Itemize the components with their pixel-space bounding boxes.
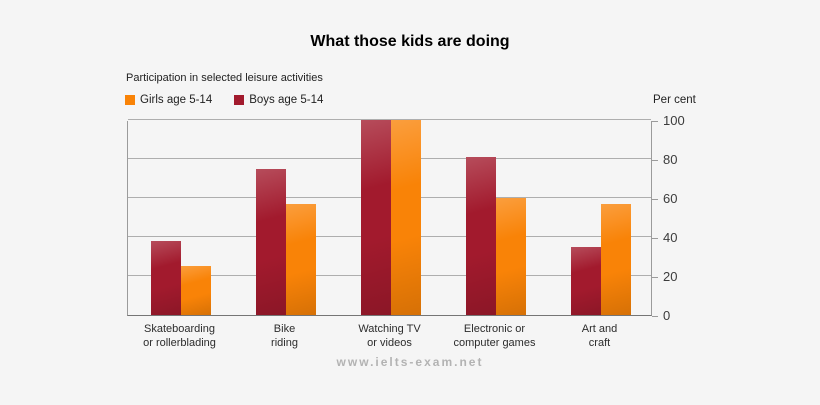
bar-group-1	[128, 241, 233, 315]
watermark: www.ielts-exam.net	[336, 355, 484, 369]
y-tick-100	[652, 121, 658, 122]
legend-item-girls: Girls age 5-14	[125, 94, 212, 106]
bar-group-2	[233, 169, 338, 315]
legend: Girls age 5-14 Boys age 5-14	[125, 94, 323, 106]
gridline-100	[128, 119, 651, 120]
bar-group-3	[338, 120, 443, 315]
y-tick-0	[652, 316, 658, 317]
chart-title: What those kids are doing	[310, 33, 510, 50]
bar-boys-4	[465, 157, 496, 315]
legend-swatch-boys	[234, 95, 245, 105]
bar-girls-2	[285, 204, 316, 315]
y-tick-label-20: 20	[663, 269, 678, 284]
y-tick-label-40: 40	[663, 230, 678, 245]
plot-area	[127, 119, 653, 316]
category-label-4: Electronic or computer games	[453, 323, 536, 349]
y-tick-40	[652, 238, 658, 239]
bar-girls-1	[180, 266, 211, 315]
legend-swatch-girls	[125, 95, 135, 105]
bar-boys-2	[255, 169, 286, 315]
bar-group-5	[548, 204, 653, 315]
bar-girls-4	[495, 198, 526, 315]
legend-item-boys: Boys age 5-14	[234, 94, 323, 106]
legend-label-girls: Girls age 5-14	[140, 94, 213, 106]
bar-group-4	[443, 157, 548, 315]
bar-boys-5	[570, 247, 601, 315]
y-tick-60	[652, 199, 658, 200]
category-label-1: Skateboarding or rollerblading	[143, 323, 216, 349]
category-label-2: Bike riding	[271, 323, 298, 349]
bar-boys-3	[360, 120, 391, 315]
category-label-3: Watching TV or videos	[358, 323, 421, 349]
bar-boys-1	[150, 241, 181, 315]
y-tick-label-0: 0	[663, 308, 671, 323]
bar-girls-3	[390, 120, 421, 315]
y-axis: 0 20 40 60 80 100	[652, 113, 712, 323]
chart-subtitle: Participation in selected leisure activi…	[126, 72, 323, 84]
y-tick-label-80: 80	[663, 152, 678, 167]
bar-girls-5	[600, 204, 631, 315]
x-axis-labels: Skateboarding or rollerblading Bike ridin…	[127, 322, 652, 356]
y-tick-80	[652, 160, 658, 161]
y-tick-label-60: 60	[663, 191, 678, 206]
category-label-5: Art and craft	[581, 323, 618, 349]
y-axis-title: Per cent	[653, 94, 696, 106]
legend-label-boys: Boys age 5-14	[249, 94, 324, 106]
y-tick-label-100: 100	[663, 113, 685, 128]
y-tick-20	[652, 277, 658, 278]
